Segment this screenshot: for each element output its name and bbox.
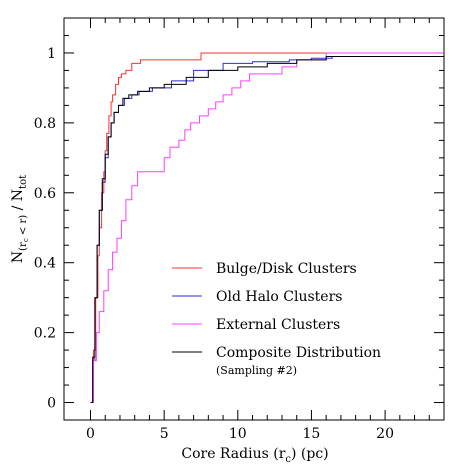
series-line-3	[90, 53, 445, 403]
y-tick-label: 0.4	[34, 256, 56, 272]
y-tick-label: 1	[47, 46, 56, 62]
y-tick-label: 0	[47, 396, 56, 412]
legend-label: Composite Distribution	[216, 345, 381, 361]
x-axis-label-sub: c	[285, 454, 291, 465]
legend-label: Old Halo Clusters	[216, 289, 342, 305]
x-tick-label: 20	[376, 426, 394, 442]
y-axis-label-tot: tot	[18, 175, 29, 189]
legend: Bulge/Disk Clusters Old Halo Clusters Exte…	[172, 261, 381, 377]
series-line-2	[90, 52, 444, 403]
y-axis-label-sub: (r	[18, 242, 29, 251]
x-axis-label: Core Radius (rc) (pc)	[181, 446, 328, 465]
legend-note: (Sampling #2)	[216, 364, 297, 377]
x-tick-label: 10	[229, 426, 247, 442]
y-axis-label-subsub: c	[22, 238, 30, 242]
y-axis-label-subtail: < r)	[18, 215, 29, 239]
ticks	[64, 18, 444, 420]
series-lines	[90, 52, 445, 403]
y-axis-label-n: N	[10, 251, 26, 263]
legend-label: Bulge/Disk Clusters	[216, 261, 357, 277]
y-tick-label: 0.8	[34, 116, 56, 132]
y-tick-label: 0.6	[34, 186, 56, 202]
y-axis-label-mid: / N	[10, 189, 26, 215]
plot-frame	[63, 17, 445, 421]
y-axis-label: N(rc < r) / Ntot	[10, 175, 30, 263]
x-axis-label-tail: ) (pc)	[291, 446, 329, 462]
x-tick-label: 5	[160, 426, 169, 442]
tick-labels: 0 5 10 15 20 0 0.2 0.4 0.6 0.8 1	[34, 46, 394, 442]
x-axis-label-main: Core Radius (r	[181, 446, 285, 462]
legend-label: External Clusters	[216, 317, 340, 333]
x-tick-label: 15	[303, 426, 321, 442]
series-line-0	[90, 52, 444, 403]
x-tick-label: 0	[86, 426, 95, 442]
y-tick-label: 0.2	[34, 326, 56, 342]
